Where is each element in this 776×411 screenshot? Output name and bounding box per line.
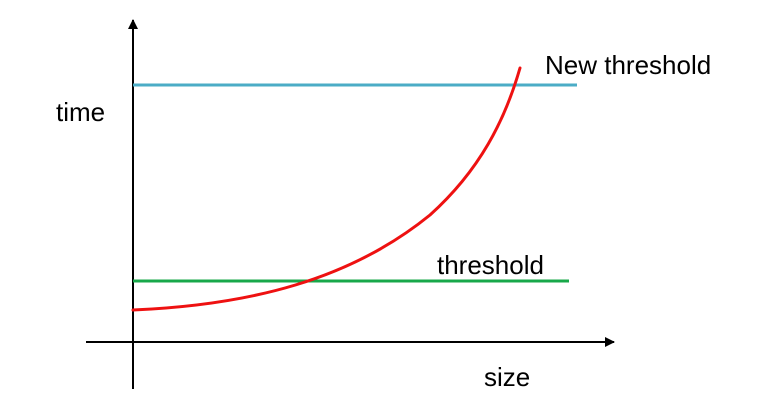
y-axis-label: time <box>56 97 105 127</box>
threshold-label: threshold <box>437 250 544 280</box>
x-axis-label: size <box>484 362 530 392</box>
new-threshold-label: New threshold <box>545 50 711 80</box>
growth-curve <box>131 66 522 312</box>
